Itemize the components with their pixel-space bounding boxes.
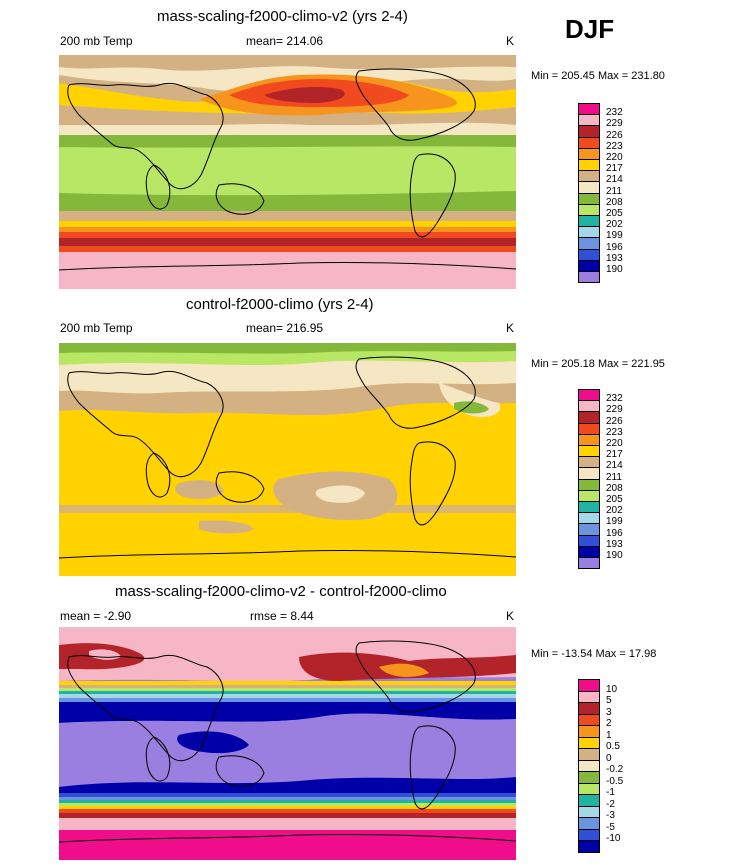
panel1-legend-tick: 202 <box>606 219 623 231</box>
panel1-legend-tick: 226 <box>606 129 623 141</box>
panel2-legend-tick: 193 <box>606 538 623 550</box>
panel1-legend-tick: 223 <box>606 140 623 152</box>
panel3-rmse-label: rmse = 8.44 <box>250 609 314 623</box>
panel1-mean-label: mean= 214.06 <box>246 34 324 48</box>
panel2-legend-tick: 190 <box>606 550 623 561</box>
panel2-legend-tick: 217 <box>606 449 623 461</box>
panel1-legend-tick: 229 <box>606 118 623 130</box>
panel2-legend-tick: 205 <box>606 494 623 505</box>
panel3-legend-swatch <box>578 840 600 853</box>
panel1-legend-tick: 208 <box>606 196 623 208</box>
panel3-legend-tick: 1 <box>606 729 612 741</box>
panel1-legend-tick: 193 <box>606 252 623 264</box>
panel1-variable-label: 200 mb Temp <box>60 34 133 48</box>
panel3-mean-label: mean = -2.90 <box>60 609 132 623</box>
panel2-variable-label: 200 mb Temp <box>60 321 133 335</box>
panel2-legend-tick: 199 <box>606 516 623 528</box>
panel3-legend-tick: 10 <box>606 683 618 695</box>
panel3-legend-tick: -0.5 <box>606 775 624 787</box>
panel1-legend-tick: 232 <box>606 107 623 119</box>
panel1-legend-tick: 217 <box>606 163 623 175</box>
panel2-legend-tick: 208 <box>606 482 623 494</box>
panel2-units-label: K <box>506 321 515 335</box>
panel1-minmax: Min = 205.45 Max = 231.80 <box>531 70 665 82</box>
panel3-legend-tick: -0.2 <box>606 764 624 775</box>
panel2-legend-swatch <box>578 557 600 570</box>
panel2-legend-tick: 229 <box>606 404 623 416</box>
panel1-legend-tick: 190 <box>606 264 623 275</box>
panel2-title: control-f2000-climo (yrs 2-4) <box>186 296 374 313</box>
panel3-legend-tick: -5 <box>606 821 615 833</box>
panel2-legend-tick: 223 <box>606 426 623 438</box>
panel1-legend-swatch <box>578 271 600 284</box>
panel3-legend-tick: -3 <box>606 810 615 821</box>
panel2-legend-tick: 232 <box>606 393 623 405</box>
panel1-units-label: K <box>506 34 515 48</box>
panel2-map <box>59 343 516 576</box>
panel1-legend-tick: 199 <box>606 230 623 242</box>
panel1-legend-tick: 211 <box>606 185 622 197</box>
panel1-legend-tick: 205 <box>606 208 623 219</box>
panel1-title: mass-scaling-f2000-climo-v2 (yrs 2-4) <box>157 8 408 25</box>
panel3-legend-tick: -10 <box>606 833 621 844</box>
panel3-legend-tick: 0 <box>606 752 612 764</box>
panel2-minmax: Min = 205.18 Max = 221.95 <box>531 358 665 370</box>
panel3-legend-tick: -2 <box>606 798 615 810</box>
panel1-legend-tick: 214 <box>606 174 623 186</box>
panel3-legend-tick: 2 <box>606 718 612 729</box>
panel2-legend-tick: 226 <box>606 415 623 427</box>
panel3-legend-tick: 0.5 <box>606 741 620 752</box>
panel1-legend-tick: 196 <box>606 241 623 253</box>
panel2-legend-tick: 211 <box>606 471 622 483</box>
panel3-title: mass-scaling-f2000-climo-v2 - control-f2… <box>115 583 447 600</box>
panel3-legend-tick: -1 <box>606 787 615 798</box>
panel2-legend-tick: 202 <box>606 505 623 517</box>
panel2-legend-tick: 220 <box>606 438 623 449</box>
panel1-map <box>59 55 516 289</box>
panel2-legend-tick: 196 <box>606 527 623 539</box>
season-label: DJF <box>565 14 615 44</box>
panel2-legend-tick: 214 <box>606 460 623 472</box>
panel3-units-label: K <box>506 609 515 623</box>
panel2-mean-label: mean= 216.95 <box>246 321 324 335</box>
panel3-legend-tick: 5 <box>606 695 612 706</box>
panel3-map <box>59 627 516 860</box>
panel3-minmax: Min = -13.54 Max = 17.98 <box>531 648 657 660</box>
panel3-legend-tick: 3 <box>606 706 612 718</box>
panel1-legend-tick: 220 <box>606 152 623 163</box>
